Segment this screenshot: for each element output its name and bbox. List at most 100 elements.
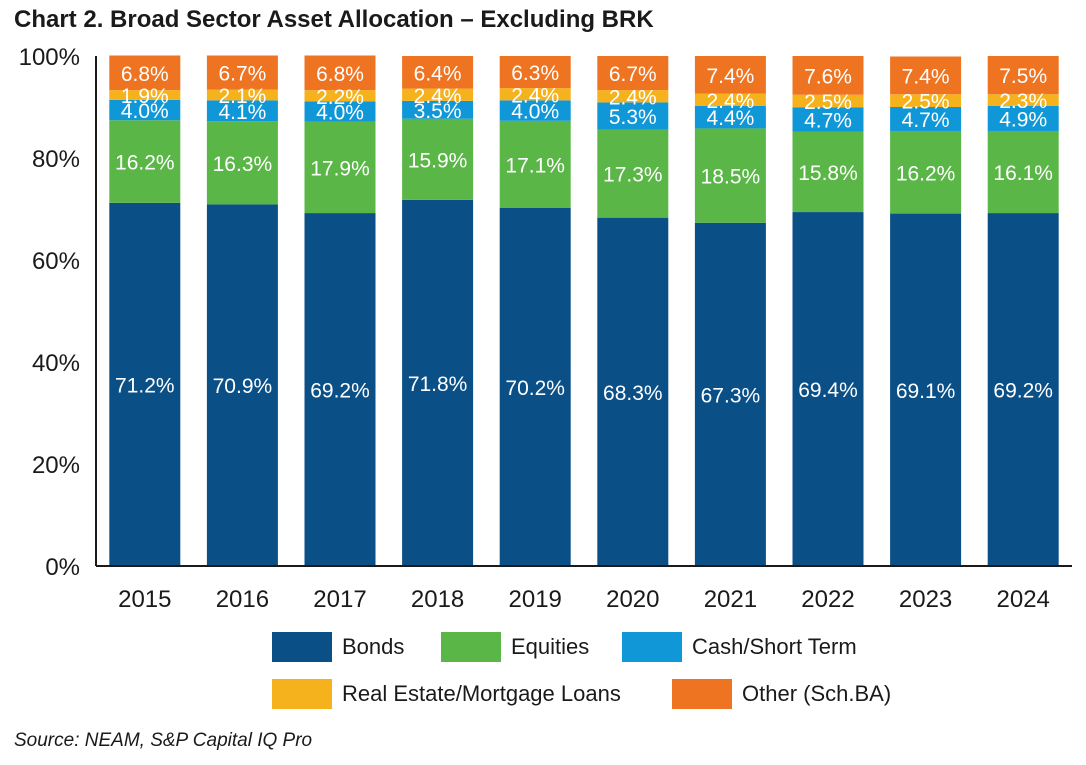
bar-segment — [402, 199, 474, 566]
data-label: 70.2% — [505, 377, 565, 400]
x-tick-label: 2017 — [313, 586, 366, 613]
bar-segment — [792, 56, 864, 95]
data-label: 7.4% — [706, 65, 754, 88]
data-label: 15.9% — [408, 149, 468, 172]
bar-segment — [694, 222, 766, 566]
legend-label-other: Other (Sch.BA) — [742, 681, 892, 706]
source-note: Source: NEAM, S&P Capital IQ Pro — [14, 730, 313, 751]
bar-segment — [694, 105, 766, 129]
data-label: 17.1% — [505, 154, 565, 177]
x-tick-label: 2016 — [216, 586, 269, 613]
bar-segment — [890, 107, 962, 131]
bar-segment — [987, 94, 1059, 106]
bar-segment — [109, 120, 181, 203]
data-label: 6.7% — [609, 63, 657, 86]
bar-segment — [499, 88, 571, 101]
bar-segment — [206, 100, 278, 122]
x-tick-label: 2021 — [704, 586, 757, 613]
legend-swatch-bonds — [272, 632, 332, 662]
bar-segment — [304, 55, 376, 91]
data-label: 16.3% — [213, 153, 273, 176]
data-label: 3.5% — [414, 100, 462, 123]
data-label: 2.4% — [414, 85, 462, 108]
bar-segment — [597, 90, 669, 103]
data-label: 1.9% — [121, 85, 169, 108]
data-label: 7.5% — [999, 65, 1047, 88]
data-label: 6.4% — [414, 62, 462, 85]
data-label: 4.9% — [999, 108, 1047, 131]
y-tick-label: 80% — [32, 146, 80, 173]
data-label: 4.0% — [316, 102, 364, 125]
x-tick-label: 2019 — [509, 586, 562, 613]
legend-item-real-estate: Real Estate/Mortgage Loans — [272, 677, 621, 711]
bar-segment — [304, 90, 376, 102]
legend-item-equities: Equities — [441, 630, 589, 664]
stacked-bar-chart: 0%20%40%60%80%100%71.2%16.2%4.0%1.9%6.8%… — [19, 44, 1072, 613]
data-label: 71.2% — [115, 374, 175, 397]
legend-swatch-cash — [622, 632, 682, 662]
bar-segment — [402, 88, 474, 101]
legend-label-cash: Cash/Short Term — [692, 634, 857, 659]
bar-segment — [304, 213, 376, 566]
data-label: 18.5% — [701, 166, 761, 189]
data-label: 4.4% — [706, 107, 754, 130]
x-tick-label: 2022 — [801, 586, 854, 613]
data-label: 69.2% — [993, 380, 1053, 403]
bar-segment — [206, 89, 278, 101]
data-label: 6.3% — [511, 62, 559, 85]
data-label: 69.4% — [798, 379, 858, 402]
data-label: 4.0% — [121, 100, 169, 123]
data-label: 67.3% — [701, 384, 761, 407]
data-label: 7.6% — [804, 65, 852, 88]
data-label: 6.8% — [121, 63, 169, 86]
bar-segment — [206, 55, 278, 90]
bar-segment — [792, 212, 864, 566]
bar-segment — [109, 202, 181, 566]
bar-segment — [499, 120, 571, 208]
bar-segment — [304, 101, 376, 122]
data-label: 7.4% — [902, 65, 950, 88]
bar-segment — [987, 105, 1059, 131]
data-label: 6.7% — [218, 63, 266, 86]
data-label: 2.4% — [609, 86, 657, 109]
bar-segment — [597, 129, 669, 218]
legend-item-bonds: Bonds — [272, 630, 404, 664]
data-label: 2.4% — [706, 90, 754, 113]
data-label: 2.3% — [999, 90, 1047, 113]
legend-swatch-other — [672, 679, 732, 709]
bar-segment — [402, 100, 474, 119]
data-label: 16.2% — [896, 162, 956, 185]
data-label: 2.2% — [316, 86, 364, 109]
bar-segment — [402, 56, 474, 89]
data-label: 4.7% — [804, 109, 852, 132]
bar-segment — [792, 131, 864, 213]
data-label: 69.1% — [896, 380, 956, 403]
bar-segment — [499, 207, 571, 567]
bar-segment — [499, 100, 571, 121]
data-label: 4.1% — [218, 101, 266, 124]
y-tick-label: 60% — [32, 248, 80, 275]
bar-segment — [987, 56, 1059, 95]
bar-segment — [402, 118, 474, 200]
data-label: 2.5% — [902, 91, 950, 114]
data-label: 2.4% — [511, 84, 559, 107]
bar-segment — [206, 121, 278, 205]
bar-segment — [890, 130, 962, 214]
bar-segment — [109, 99, 181, 121]
data-label: 71.8% — [408, 373, 468, 396]
data-label: 5.3% — [609, 106, 657, 129]
x-tick-label: 2024 — [997, 586, 1050, 613]
bar-segment — [987, 130, 1059, 214]
bar-segment — [206, 204, 278, 566]
bar-segment — [304, 121, 376, 214]
data-label: 4.7% — [902, 109, 950, 132]
data-label: 4.0% — [511, 101, 559, 124]
bar-segment — [694, 128, 766, 223]
y-tick-label: 100% — [19, 44, 80, 71]
data-label: 6.8% — [316, 63, 364, 86]
data-label: 15.8% — [798, 162, 858, 185]
legend-label-real-estate: Real Estate/Mortgage Loans — [342, 681, 621, 706]
y-tick-label: 20% — [32, 452, 80, 479]
x-tick-label: 2015 — [118, 586, 171, 613]
legend-swatch-equities — [441, 632, 501, 662]
